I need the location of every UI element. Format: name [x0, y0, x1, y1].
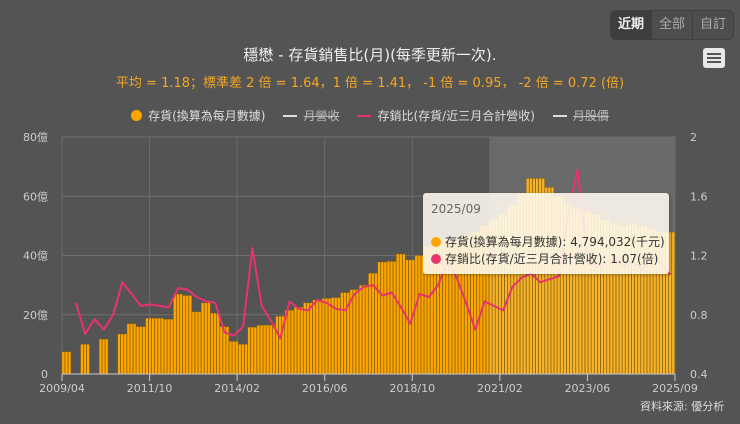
chart-legend: 存貨(換算為每月數據) 月營收 存銷比(存貨/近三月合計營收) 月股價 [0, 107, 740, 124]
svg-text:60億: 60億 [23, 190, 48, 203]
tooltip-row-ratio: 存銷比(存貨/近三月合計營收): 1.07(倍) [431, 250, 658, 267]
legend-item-inventory-sales-ratio[interactable]: 存銷比(存貨/近三月合計營收) [357, 107, 535, 124]
svg-text:2014/02: 2014/02 [214, 382, 260, 395]
svg-text:2009/04: 2009/04 [39, 382, 85, 395]
svg-text:1.2: 1.2 [690, 250, 708, 263]
legend-dot-icon [131, 110, 143, 121]
legend-label: 存銷比(存貨/近三月合計營收) [377, 109, 535, 123]
svg-text:2016/06: 2016/06 [302, 382, 348, 395]
svg-text:2018/10: 2018/10 [389, 382, 435, 395]
tooltip-dot-icon [431, 236, 441, 247]
tooltip-date: 2025/09 [431, 202, 481, 216]
legend-label: 月營收 [303, 109, 340, 123]
chart-tooltip: 2025/09 存貨(換算為每月數據): 4,794,032(千元) 存銷比(存… [423, 193, 669, 274]
tooltip-text: 存貨(換算為每月數據): 4,794,032(千元) [445, 235, 665, 249]
chart-subtitle: 平均 = 1.18；標準差 2 倍 = 1.64，1 倍 = 1.41， -1 … [115, 76, 625, 91]
range-button-custom[interactable]: 自訂 [692, 11, 733, 39]
svg-text:20億: 20億 [23, 309, 48, 322]
legend-item-inventory[interactable]: 存貨(換算為每月數據) [131, 107, 265, 124]
chart-title: 穩懋 - 存貨銷售比(月)(每季更新一次). [243, 46, 497, 64]
svg-text:80億: 80億 [23, 131, 48, 144]
legend-item-monthly-price[interactable]: 月股價 [552, 107, 609, 124]
svg-text:2025/09: 2025/09 [652, 382, 698, 395]
legend-item-monthly-revenue[interactable]: 月營收 [283, 107, 339, 124]
svg-text:0.4: 0.4 [690, 368, 708, 381]
legend-line-icon [283, 114, 298, 117]
svg-text:1.6: 1.6 [690, 190, 708, 203]
legend-label: 存貨(換算為每月數據) [148, 109, 266, 123]
svg-text:0: 0 [41, 368, 48, 381]
legend-line-icon [357, 114, 372, 117]
range-button-all[interactable]: 全部 [651, 11, 692, 39]
legend-label: 月股價 [572, 109, 609, 123]
data-source: 資料來源: 優分析 [640, 400, 725, 413]
tooltip-text: 存銷比(存貨/近三月合計營收): 1.07(倍) [445, 252, 659, 266]
svg-text:2021/02: 2021/02 [477, 382, 523, 395]
hamburger-menu-icon[interactable] [703, 48, 725, 68]
svg-text:40億: 40億 [23, 250, 48, 263]
range-button-recent[interactable]: 近期 [611, 11, 651, 39]
tooltip-row-inventory: 存貨(換算為每月數據): 4,794,032(千元) [431, 233, 665, 250]
legend-line-icon [552, 114, 567, 117]
svg-text:2: 2 [690, 131, 697, 144]
svg-text:2023/06: 2023/06 [565, 382, 611, 395]
range-selector: 近期 全部 自訂 [610, 10, 734, 40]
svg-text:2011/10: 2011/10 [127, 382, 173, 395]
tooltip-dot-icon [431, 253, 441, 264]
svg-text:0.8: 0.8 [690, 309, 708, 322]
